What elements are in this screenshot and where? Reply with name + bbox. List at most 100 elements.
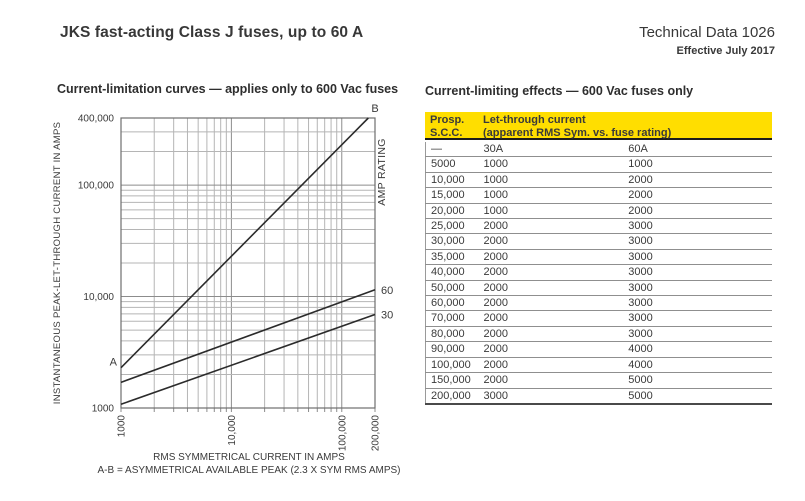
doc-ref: Technical Data 1026	[639, 24, 775, 41]
curve-60A-fuse	[120, 289, 376, 384]
table-cell: 3000	[628, 326, 772, 343]
table-cell: 200,000	[425, 388, 484, 405]
table-row: 80,000 2000 3000	[425, 326, 772, 343]
chart-footnote: A-B = ASYMMETRICAL AVAILABLE PEAK (2.3 X…	[97, 464, 401, 476]
y-axis-label: INSTANTANEOUS PEAK-LET-THROUGH CURRENT I…	[52, 122, 63, 404]
table-cell: 2000	[483, 310, 629, 327]
header-right: Technical Data 1026 Effective July 2017	[639, 24, 775, 57]
table-cell: 2000	[483, 218, 629, 235]
table-cell: 1000	[483, 156, 629, 173]
table-title: Current-limiting effects — 600 Vac fuses…	[425, 84, 694, 98]
table-cell: 2000	[483, 249, 629, 266]
table-cell: 40,000	[425, 264, 484, 281]
table-row: 100,000 2000 4000	[425, 357, 772, 374]
table-cell: 80,000	[425, 326, 484, 343]
table-row: 25,000 2000 3000	[425, 218, 772, 235]
fuse-ratings-table: —30A 60A 5000 1000 1000 10,000 1000 2000 15,000 1…	[425, 142, 772, 405]
x-axis-label: RMS SYMMETRICAL CURRENT IN AMPS	[153, 452, 345, 463]
table-cell: 4000	[628, 341, 772, 358]
table-row: —30A 60A	[425, 142, 772, 158]
table-row: 70,000 2000 3000	[425, 310, 772, 327]
table-cell: 100,000	[425, 357, 484, 374]
table-cell: 1000	[628, 156, 772, 173]
plot-border	[120, 117, 376, 409]
curve-end-label: 60	[381, 285, 393, 297]
table-cell: 3000	[628, 218, 772, 235]
table-cell: 2000	[483, 280, 629, 297]
table-header: Prosp. S.C.C. Let-through current (appar…	[425, 112, 772, 140]
table-cell: 3000	[628, 249, 772, 266]
x-tick-label: 1000	[117, 415, 128, 438]
table-cell: 90,000	[425, 341, 484, 358]
table-cell: 3000	[628, 310, 772, 327]
chart-title: Current-limitation curves — applies only…	[57, 82, 399, 96]
table-row: 200,000 3000 5000	[425, 388, 772, 405]
table-cell: 10,000	[425, 172, 484, 189]
table-row: 15,000 1000 2000	[425, 187, 772, 204]
table-cell: 15,000	[425, 187, 484, 204]
curve-end-label: B	[371, 103, 378, 115]
table-cell: 2000	[483, 264, 629, 281]
table-row: 60,000 2000 3000	[425, 295, 772, 312]
header-let-through: Let-through current (apparent RMS Sym. v…	[483, 114, 672, 139]
table-cell: 3000	[628, 233, 772, 250]
table-cell: 30,000	[425, 233, 484, 250]
amp-rating-label: AMP RATING	[376, 138, 388, 205]
table-cell: 70,000	[425, 310, 484, 327]
table-cell: 30A	[483, 142, 629, 158]
header-prosp-scc: Prosp. S.C.C.	[430, 114, 465, 139]
y-tick-label: 1000	[92, 404, 115, 415]
table-row: 30,000 2000 3000	[425, 233, 772, 250]
curve-start-label: A	[110, 357, 118, 369]
table-cell: 2000	[628, 172, 772, 189]
table-row: 150,000 2000 5000	[425, 372, 772, 389]
table-cell: 2000	[483, 326, 629, 343]
table-row: 40,000 2000 3000	[425, 264, 772, 281]
table-cell: —	[425, 142, 484, 158]
table-cell: 4000	[628, 357, 772, 374]
table-cell: 2000	[483, 233, 629, 250]
table-cell: 5000	[425, 156, 484, 173]
table-cell: 1000	[483, 172, 629, 189]
table-cell: 2000	[483, 341, 629, 358]
table-cell: 2000	[628, 187, 772, 204]
table-cell: 5000	[628, 372, 772, 389]
y-tick-label: 100,000	[78, 181, 115, 192]
table-cell: 60A	[628, 142, 772, 158]
curve-end-label: 30	[381, 310, 393, 322]
table-cell: 2000	[483, 372, 629, 389]
table-cell: 25,000	[425, 218, 484, 235]
table-cell: 50,000	[425, 280, 484, 297]
table-row: 5000 1000 1000	[425, 156, 772, 173]
x-tick-label: 100,000	[337, 415, 348, 452]
x-tick-label: 10,000	[227, 415, 238, 446]
table-cell: 20,000	[425, 203, 484, 220]
chart-captions: RMS SYMMETRICAL CURRENT IN AMPS A-B = AS…	[88, 452, 410, 477]
x-tick-label: 200,000	[371, 415, 382, 452]
table-cell: 2000	[628, 203, 772, 220]
table-cell: 3000	[628, 264, 772, 281]
table-cell: 1000	[483, 203, 629, 220]
table-row: 90,000 2000 4000	[425, 341, 772, 358]
page-title: JKS fast-acting Class J fuses, up to 60 …	[60, 24, 364, 41]
effective-date: Effective July 2017	[676, 45, 775, 57]
table-cell: 3000	[483, 388, 629, 405]
current-limiting-table: Current-limiting effects — 600 Vac fuses…	[425, 84, 772, 414]
table-row: 35,000 2000 3000	[425, 249, 772, 266]
table-cell: 150,000	[425, 372, 484, 389]
table-cell: 2000	[483, 295, 629, 312]
y-tick-label: 10,000	[83, 292, 114, 303]
curve-30A-fuse	[120, 313, 376, 406]
y-tick-label: 400,000	[78, 114, 115, 125]
current-limitation-chart: 1000 10,000 100,000 200,000 1000 10,000 100,00…	[52, 103, 393, 452]
table-cell: 2000	[483, 357, 629, 374]
table-row: 50,000 2000 3000	[425, 280, 772, 297]
table-row: 20,000 1000 2000	[425, 203, 772, 220]
table-cell: 1000	[483, 187, 629, 204]
table-cell: 3000	[628, 280, 772, 297]
table-cell: 3000	[628, 295, 772, 312]
table-cell: 35,000	[425, 249, 484, 266]
curve-asymmetrical-available-peak	[120, 117, 369, 369]
table-cell: 60,000	[425, 295, 484, 312]
